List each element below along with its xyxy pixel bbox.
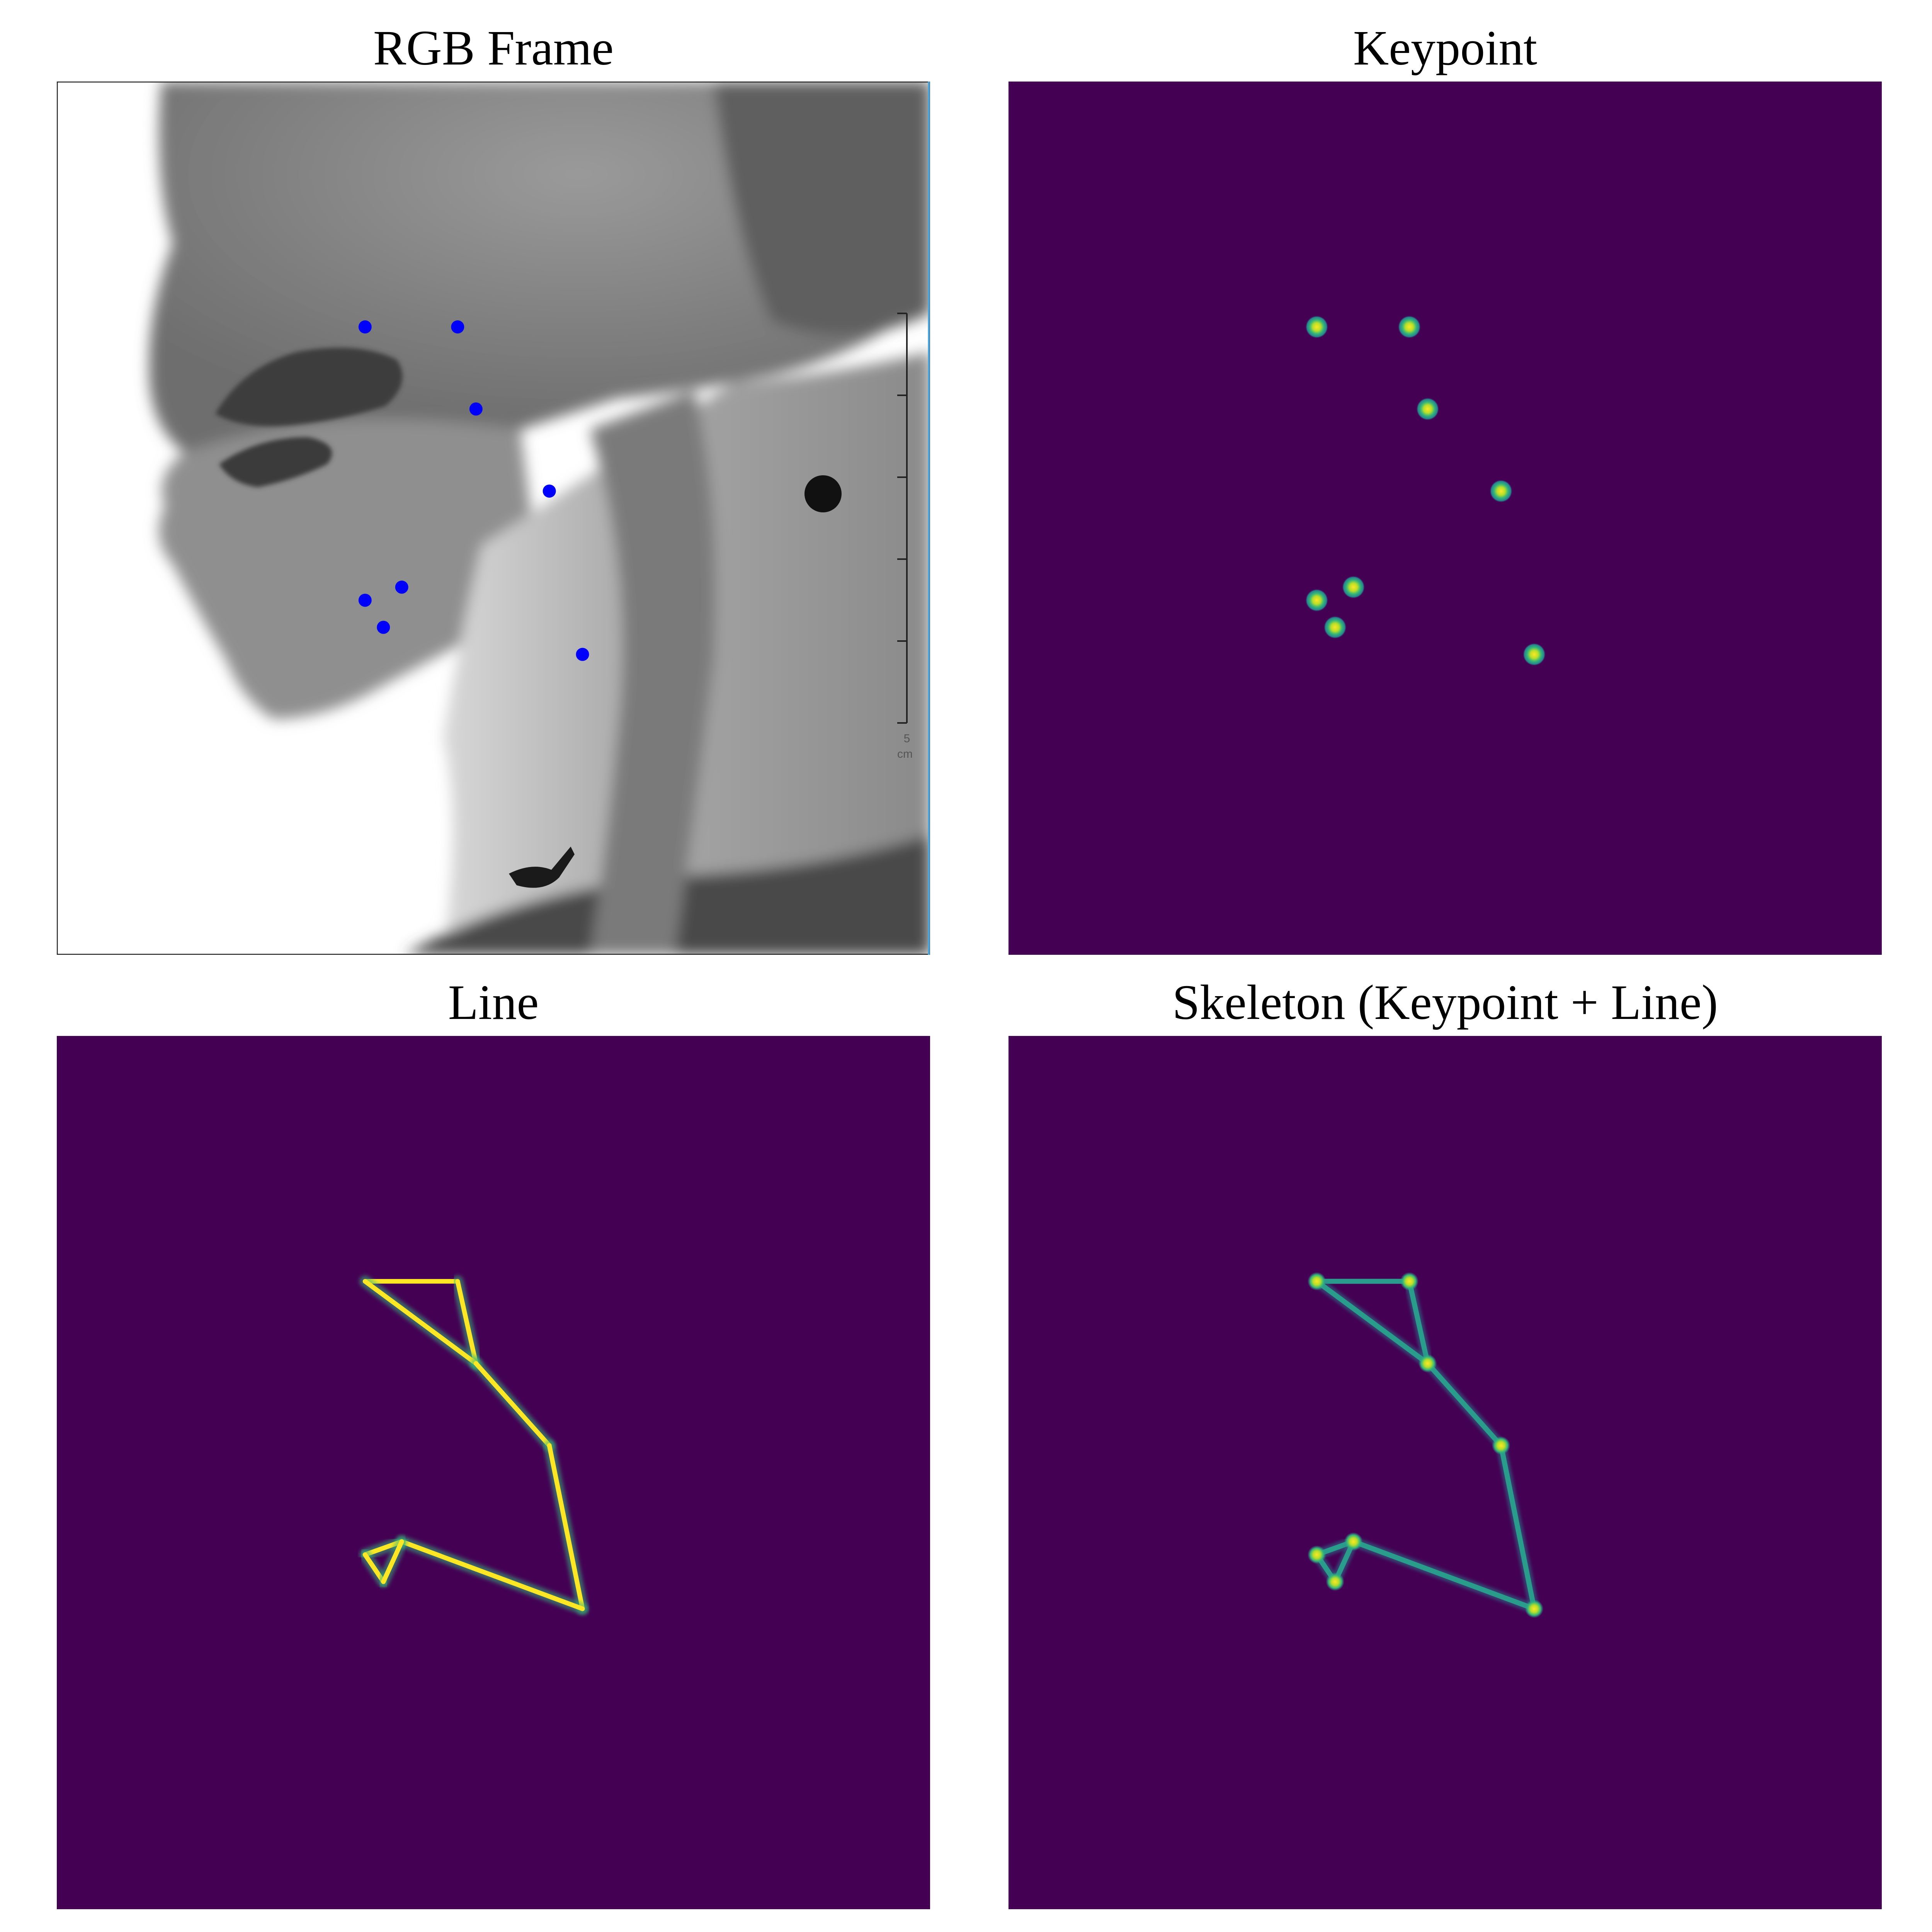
mouth-cavity xyxy=(215,347,403,426)
rgb-keypoint-7 xyxy=(576,648,589,661)
line-title: Line xyxy=(448,975,539,1030)
skeleton-keypoint-1 xyxy=(1400,1272,1419,1291)
skeleton-keypoint-6 xyxy=(1326,1572,1345,1591)
calibration-marker xyxy=(804,475,842,512)
keypoint-title: Keypoint xyxy=(1353,20,1537,75)
keypoint-blob-6 xyxy=(1323,616,1347,639)
line-edge-4 xyxy=(543,1439,588,1615)
line-background xyxy=(57,1036,930,1909)
skeleton-keypoint-3 xyxy=(1492,1436,1510,1455)
rgb-keypoint-4 xyxy=(395,580,408,594)
skeleton-panel xyxy=(1009,1036,1882,1909)
skeleton-title: Skeleton (Keypoint + Line) xyxy=(1172,975,1718,1030)
skeleton-edge-4 xyxy=(1496,1440,1539,1614)
line-edge-1 xyxy=(452,1276,482,1369)
keypoint-background xyxy=(1009,82,1882,955)
rgb-keypoint-6 xyxy=(377,621,390,634)
skeleton-keypoint-5 xyxy=(1307,1545,1326,1564)
rgb-keypoint-0 xyxy=(358,320,372,334)
rgb-frame-panel: 5 cm xyxy=(57,82,930,955)
keypoint-blob-1 xyxy=(1398,315,1421,339)
keypoint-panel xyxy=(1009,82,1882,955)
keypoint-blob-4 xyxy=(1342,575,1365,599)
skeleton-edge-1 xyxy=(1404,1276,1433,1369)
line-edge-2 xyxy=(359,1276,482,1369)
keypoint-blob-5 xyxy=(1305,588,1328,612)
keypoint-blob-0 xyxy=(1305,315,1328,339)
scale-ruler xyxy=(897,313,908,724)
rgb-keypoints xyxy=(358,320,589,661)
line-edge-3 xyxy=(470,1357,555,1451)
line-panel xyxy=(57,1036,930,1909)
scale-value: 5 xyxy=(904,732,910,745)
rgb-keypoint-1 xyxy=(451,320,464,334)
skeleton-keypoints xyxy=(1307,1272,1544,1618)
skeleton-background xyxy=(1009,1036,1882,1909)
line-heatmap xyxy=(359,1276,588,1615)
keypoint-blob-7 xyxy=(1522,643,1546,666)
keypoint-heatmaps xyxy=(1305,315,1546,666)
skeleton-edge-2 xyxy=(1311,1276,1433,1369)
line-edge-8 xyxy=(378,1536,408,1588)
keypoint-blob-3 xyxy=(1489,479,1513,503)
skeleton-keypoint-4 xyxy=(1344,1532,1363,1551)
scale-unit: cm xyxy=(897,748,913,760)
line-edge-5 xyxy=(396,1536,588,1615)
rgb-keypoint-5 xyxy=(358,594,372,607)
skeleton-edge-5 xyxy=(1348,1536,1539,1614)
skeleton-keypoint-2 xyxy=(1418,1354,1437,1373)
rgb-keypoint-2 xyxy=(469,402,483,416)
throat-artifact xyxy=(509,847,575,888)
rgb-frame-title: RGB Frame xyxy=(373,20,614,75)
skeleton-edge-3 xyxy=(1422,1358,1506,1451)
keypoint-blob-2 xyxy=(1416,397,1439,421)
rgb-keypoint-3 xyxy=(543,484,556,498)
skeleton-keypoint-7 xyxy=(1525,1599,1544,1618)
skeleton-keypoint-0 xyxy=(1307,1272,1326,1291)
